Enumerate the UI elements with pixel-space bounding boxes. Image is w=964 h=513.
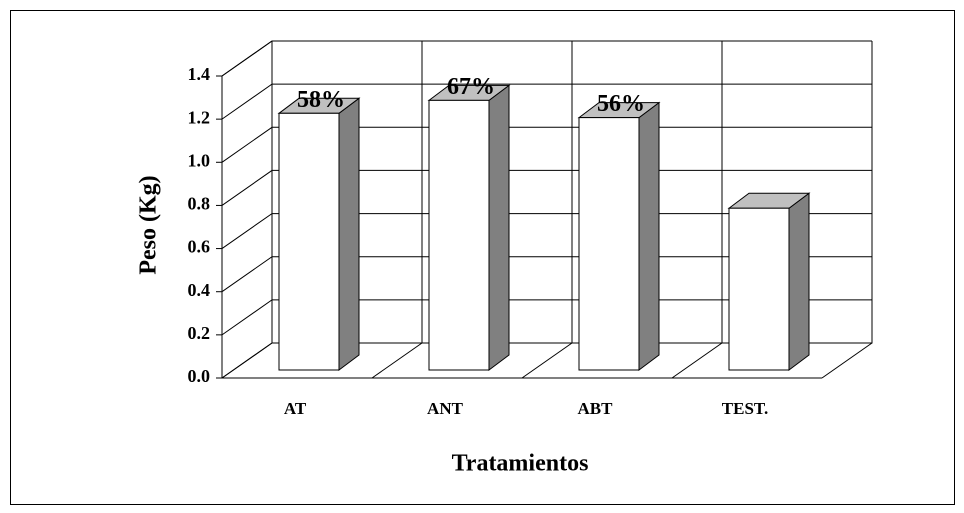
x-tick-label: ANT [427, 399, 464, 418]
y-tick-label: 0.8 [188, 194, 211, 214]
grid-line [221, 169, 872, 206]
y-tick-label: 1.0 [188, 150, 211, 170]
y-tick-label: 0.0 [188, 366, 211, 386]
grid-line [221, 83, 872, 120]
x-tick-label: ABT [578, 399, 614, 418]
floor-divider [521, 342, 573, 379]
grid-line [221, 299, 872, 336]
grid-line [221, 342, 872, 379]
grid-line [221, 40, 872, 77]
bar-annotation: 56% [597, 91, 645, 117]
bar-side [488, 84, 510, 371]
bar-annotation: 58% [297, 87, 345, 113]
bar [578, 117, 640, 371]
floor-divider [671, 342, 723, 379]
floor-divider [371, 342, 423, 379]
y-tick-label: 0.6 [188, 237, 211, 257]
grid-line [221, 126, 872, 163]
bar-side [338, 97, 360, 371]
y-tick-label: 1.4 [188, 64, 211, 84]
y-axis-title: Peso (Kg) [136, 175, 162, 274]
bar [728, 207, 790, 371]
bar-side [788, 192, 810, 371]
bar [278, 112, 340, 371]
bar-annotation: 67% [447, 74, 495, 100]
x-tick-label: AT [284, 399, 307, 418]
y-tick-label: 0.4 [188, 280, 211, 300]
floor-edge [821, 342, 873, 379]
x-tick-label: TEST. [722, 399, 768, 418]
bar [428, 99, 490, 371]
grid-line [221, 213, 872, 249]
grid-line [221, 256, 872, 293]
bar-side [638, 101, 660, 371]
x-axis-title: Tratamientos [452, 451, 589, 477]
y-tick-label: 1.2 [188, 107, 211, 127]
y-tick-label: 0.2 [188, 323, 211, 343]
